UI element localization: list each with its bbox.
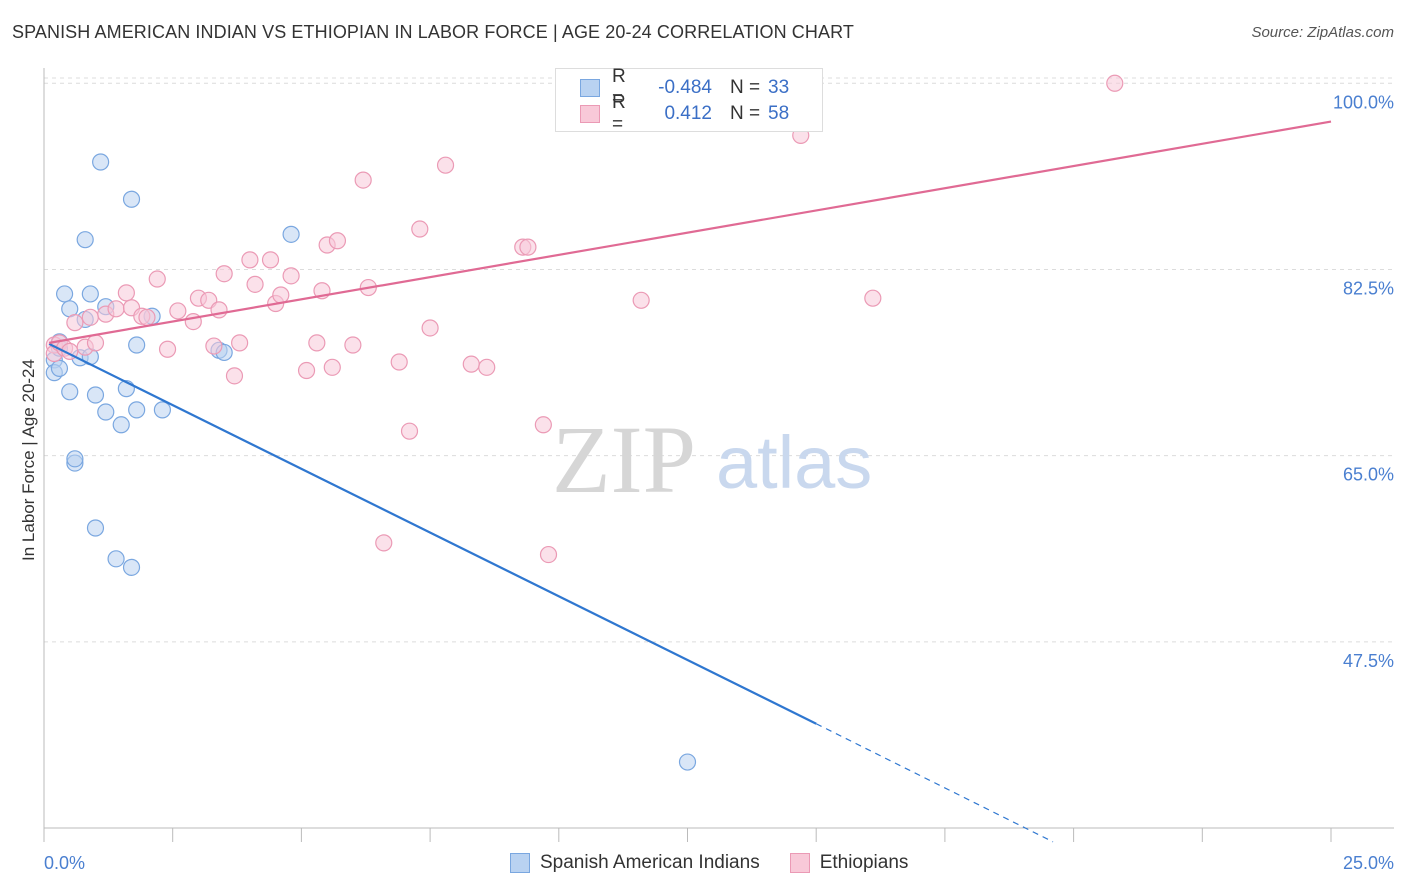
ethiopian-point <box>534 416 552 434</box>
ethiopian-point <box>864 289 882 307</box>
n-label: N = <box>730 103 761 124</box>
spanish-american-indian-point <box>678 753 697 771</box>
pink-swatch <box>789 853 810 873</box>
blue-swatch <box>580 79 600 97</box>
r-label: R = <box>612 92 626 135</box>
legend-item-ethiopians[interactable]: Ethiopians <box>789 852 909 874</box>
ethiopian-point <box>539 545 558 564</box>
x-tick-label: 0.0% <box>44 853 85 873</box>
source-credit: Source: ZipAtlas.com <box>1251 24 1394 41</box>
ethiopian-point <box>169 302 187 320</box>
spanish-american-indian-point <box>92 153 110 171</box>
ethiopian-point <box>66 314 84 332</box>
ethiopian-point <box>297 361 316 380</box>
legend-label: Spanish American Indians <box>540 852 760 873</box>
ethiopian-point <box>411 220 429 238</box>
spanish-american-indian-point <box>55 285 74 303</box>
ethiopian-point <box>261 251 280 269</box>
ethiopian-point <box>107 300 125 318</box>
ethiopian-point <box>1106 74 1124 92</box>
spanish-american-indian-point <box>81 285 99 303</box>
y-tick-label: 100.0% <box>1333 92 1394 112</box>
ethiopian-point <box>390 353 408 371</box>
series-legend: Spanish American Indians Ethiopians <box>510 852 938 874</box>
spanish-american-indian-point <box>76 231 94 249</box>
spanish-american-indian-point <box>107 550 125 568</box>
legend-row-ethiopians: R = 0.412 N = 58 <box>580 92 790 135</box>
ethiopian-point <box>81 308 99 326</box>
y-tick-label: 65.0% <box>1343 465 1394 485</box>
ethiopian-point <box>354 171 372 189</box>
x-tick-label: 25.0% <box>1343 853 1394 873</box>
watermark-atlas: atlas <box>716 421 872 504</box>
ethiopian-point <box>138 308 156 326</box>
y-tick-label: 47.5% <box>1343 651 1394 671</box>
spanish-american-indian-point <box>128 336 146 354</box>
pink-swatch <box>580 105 600 123</box>
n-label: N = <box>730 77 761 98</box>
r-label: R = <box>612 66 626 109</box>
ethiopian-point <box>436 156 455 174</box>
blue-trend-extension <box>815 723 1054 843</box>
ethiopian-point <box>519 238 537 256</box>
y-tick-label: 82.5% <box>1343 278 1394 298</box>
watermark-zip: ZIP <box>552 406 696 513</box>
axes <box>43 68 1394 842</box>
r-value: 0.412 <box>664 103 712 124</box>
chart-title: SPANISH AMERICAN INDIAN VS ETHIOPIAN IN … <box>12 22 854 42</box>
ethiopian-point <box>328 232 347 250</box>
ethiopian-point <box>400 422 419 440</box>
ethiopian-point <box>462 355 480 373</box>
ethiopian-point <box>148 270 166 288</box>
correlation-legend: R = -0.484 N = 33 R = 0.412 N = 58 <box>555 66 823 135</box>
legend-label: Ethiopians <box>819 852 909 873</box>
watermark: ZIP atlas <box>552 406 872 513</box>
tick-labels: 47.5% 65.0% 82.5% 100.0% 0.0% 25.0% <box>44 92 1394 873</box>
ethiopian-point <box>478 358 496 376</box>
spanish-american-indian-point <box>86 386 105 404</box>
ethiopian-point <box>225 367 244 385</box>
spanish-american-indian-point <box>61 383 79 401</box>
spanish-american-indian-point <box>282 225 300 243</box>
n-value: 58 <box>768 103 790 124</box>
blue-swatch <box>510 853 530 873</box>
gridlines <box>44 77 1394 643</box>
ethiopian-point <box>323 358 341 376</box>
spanish-american-indian-point <box>66 450 84 468</box>
spanish-american-indian-point <box>153 401 172 419</box>
pink-trend-line <box>48 120 1332 344</box>
spanish-american-indian-point <box>112 416 130 434</box>
ethiopian-point <box>632 291 650 309</box>
spanish-american-indian-point <box>97 403 115 421</box>
spanish-american-indian-point <box>50 359 69 377</box>
ethiopian-point <box>282 267 300 285</box>
y-axis-label: In Labor Force | Age 20-24 <box>19 359 38 561</box>
spanish-american-indian-point <box>122 190 141 208</box>
ethiopian-point <box>117 284 135 302</box>
ethiopian-point <box>375 534 393 552</box>
blue-trend-line <box>48 342 817 725</box>
ethiopian-point <box>215 265 233 283</box>
spanish-american-indian-point <box>128 401 146 419</box>
ethiopian-point <box>272 286 290 304</box>
ethiopian-point <box>205 337 223 355</box>
spanish-american-indian-point <box>122 558 141 576</box>
ethiopian-point <box>246 275 264 293</box>
r-value: -0.484 <box>658 77 712 98</box>
ethiopian-point <box>86 334 105 352</box>
ethiopian-point <box>308 334 326 352</box>
ethiopian-point <box>344 336 362 354</box>
ethiopian-point <box>231 334 249 352</box>
ethiopian-point <box>421 319 439 337</box>
n-value: 33 <box>768 77 790 98</box>
spanish-american-indian-point <box>86 519 105 537</box>
legend-row-spanish-american-indians: R = -0.484 N = 33 <box>580 66 790 109</box>
ethiopian-point <box>158 340 177 358</box>
legend-item-spanish-american-indians[interactable]: Spanish American Indians <box>510 852 760 874</box>
trend-lines <box>48 120 1332 843</box>
ethiopian-point <box>241 251 259 269</box>
